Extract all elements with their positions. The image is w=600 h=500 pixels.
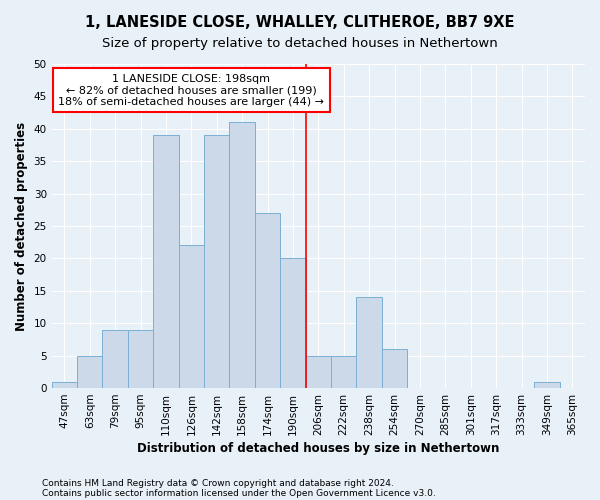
Bar <box>255 213 280 388</box>
Text: Size of property relative to detached houses in Nethertown: Size of property relative to detached ho… <box>102 38 498 51</box>
Bar <box>77 356 103 388</box>
Bar <box>534 382 560 388</box>
Bar <box>382 349 407 388</box>
Bar <box>280 258 305 388</box>
Bar <box>153 136 179 388</box>
Bar <box>305 356 331 388</box>
Bar <box>128 330 153 388</box>
Y-axis label: Number of detached properties: Number of detached properties <box>15 122 28 330</box>
Bar <box>52 382 77 388</box>
Bar <box>331 356 356 388</box>
Text: 1, LANESIDE CLOSE, WHALLEY, CLITHEROE, BB7 9XE: 1, LANESIDE CLOSE, WHALLEY, CLITHEROE, B… <box>85 15 515 30</box>
Text: Contains HM Land Registry data © Crown copyright and database right 2024.: Contains HM Land Registry data © Crown c… <box>42 478 394 488</box>
Bar <box>356 298 382 388</box>
Bar <box>103 330 128 388</box>
Bar <box>229 122 255 388</box>
X-axis label: Distribution of detached houses by size in Nethertown: Distribution of detached houses by size … <box>137 442 500 455</box>
Bar <box>204 136 229 388</box>
Text: Contains public sector information licensed under the Open Government Licence v3: Contains public sector information licen… <box>42 488 436 498</box>
Bar <box>179 246 204 388</box>
Text: 1 LANESIDE CLOSE: 198sqm
← 82% of detached houses are smaller (199)
18% of semi-: 1 LANESIDE CLOSE: 198sqm ← 82% of detach… <box>58 74 325 107</box>
